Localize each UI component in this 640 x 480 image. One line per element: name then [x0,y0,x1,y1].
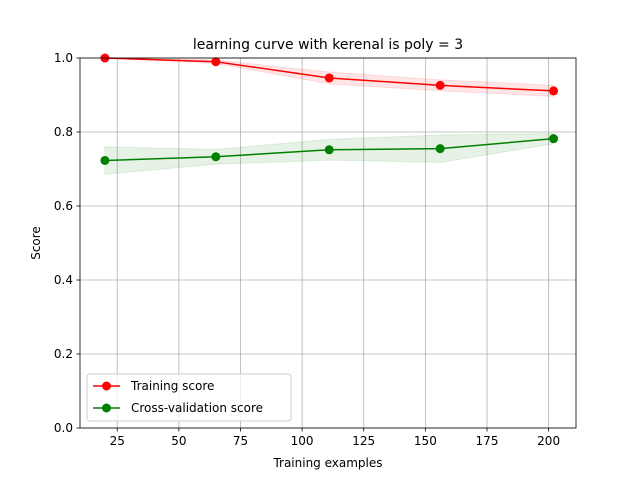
y-tick-label: 0.8 [54,125,73,139]
plot-area-border [79,57,577,429]
y-tick-label: 0.4 [54,273,73,287]
y-tick-label: 1.0 [54,51,73,65]
grid [80,57,576,429]
legend-box [86,373,292,422]
x-tick-label: 175 [476,434,499,448]
legend-cv-marker [102,403,111,413]
training-score-point [324,73,334,83]
y-tick-label: 0.0 [54,421,73,435]
training-score-point [211,57,221,67]
series-lines [100,53,559,165]
legend-training-marker [102,381,111,391]
y-tick-label: 0.2 [54,347,73,361]
x-tick-label: 25 [110,434,125,448]
cv-score-point [100,155,110,165]
cv-score-point [324,145,334,155]
x-tick-label: 200 [537,434,560,448]
training-score-point [549,86,559,96]
cv-score-point [211,152,221,162]
training-score-point [435,80,445,90]
y-axis-label: Score [29,226,43,260]
x-tick-label: 150 [414,434,437,448]
legend-cv-label: Cross-validation score [131,401,263,415]
x-tick-label: 75 [233,434,248,448]
cv-score-point [435,144,445,154]
x-axis-ticks: 25 50 75 100 125 150 175 200 [110,428,560,448]
x-axis-label: Training examples [272,456,382,470]
x-tick-label: 100 [291,434,314,448]
x-tick-label: 50 [171,434,186,448]
axes-frame [79,57,577,429]
legend: Training score Cross-validation score [86,373,292,422]
chart-title: learning curve with kerenal is poly = 3 [193,37,463,53]
x-tick-label: 125 [352,434,375,448]
legend-training-label: Training score [130,379,214,393]
cv-score-point [549,134,559,144]
y-tick-label: 0.6 [54,199,73,213]
y-axis-ticks: 0.0 0.2 0.4 0.6 0.8 1.0 [54,51,80,435]
